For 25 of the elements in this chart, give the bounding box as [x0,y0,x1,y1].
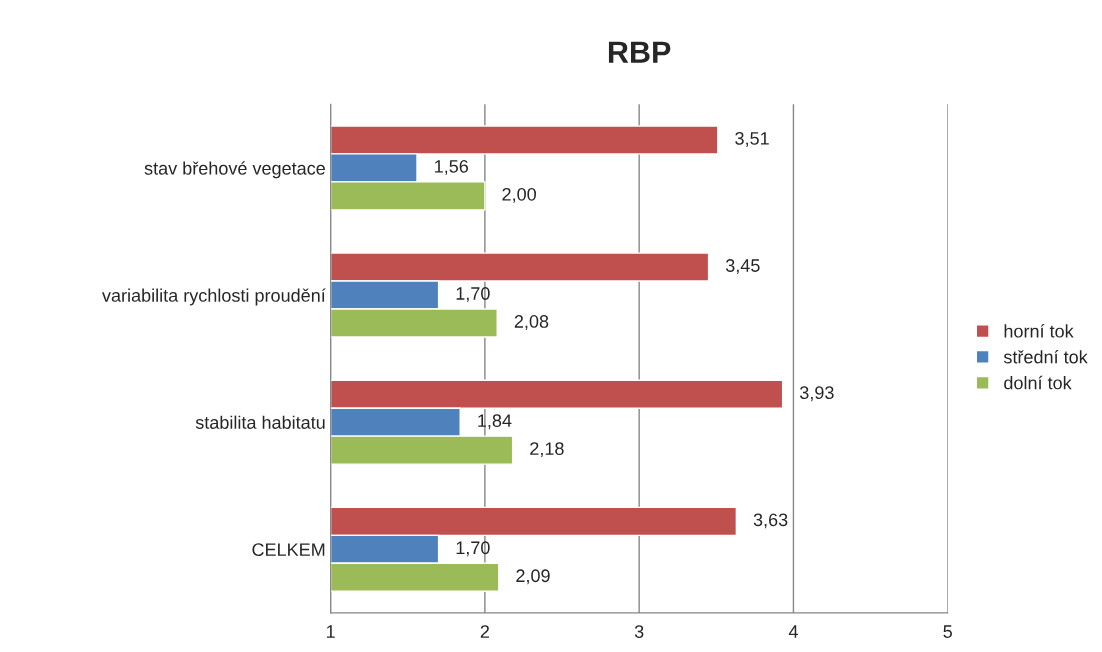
x-tick-label: 2 [480,625,489,638]
y-tick-label: variabilita rychlosti proudění [102,288,326,306]
x-tick-label: 5 [943,625,952,638]
data-label: 3,93 [800,386,834,402]
data-label: 3,51 [735,131,769,147]
data-label: 1,56 [435,159,469,175]
data-label: 2,00 [502,187,536,203]
y-tick-label: stabilita habitatu [195,415,325,429]
data-label: 1,84 [478,414,512,430]
y-tick-label: stav břehové vegetace [144,161,325,179]
data-label: 2,08 [514,315,549,330]
legend-label: dolní tok [1004,375,1072,390]
chart-title: RBP [608,41,671,63]
data-label: 2,09 [516,569,550,585]
data-label: 2,18 [530,442,564,458]
data-label: 1,70 [456,541,490,557]
legend-label: střední tok [1003,349,1088,364]
data-label: 1,70 [456,287,490,303]
y-tick-label: CELKEM [252,543,325,557]
x-tick-label: 3 [634,625,644,638]
x-tick-label: 1 [326,625,335,638]
data-label: 3,63 [753,513,788,529]
data-label: 3,45 [725,259,760,275]
legend-label: horní tok [1004,324,1074,338]
x-tick-label: 4 [788,625,798,638]
